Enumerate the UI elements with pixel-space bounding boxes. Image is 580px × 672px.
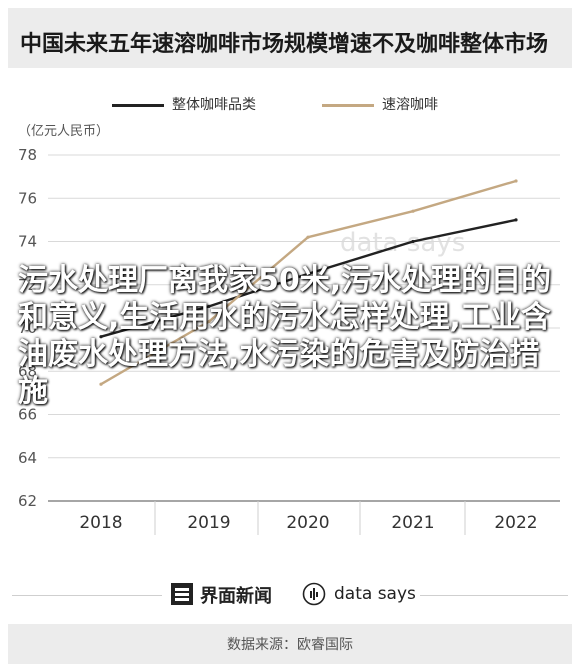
x-tick-label-2022: 2022 xyxy=(494,513,537,533)
legend-label-instant: 速溶咖啡 xyxy=(382,97,438,113)
y-axis-unit-label: （亿元人民币） xyxy=(18,124,110,139)
data-point-0-4 xyxy=(514,218,518,222)
x-tick-labels: 2018 2019 2020 2021 2022 xyxy=(79,513,537,533)
data-point-0-0 xyxy=(99,335,103,339)
legend-item-overall: 整体咖啡品类 xyxy=(112,94,256,114)
footer-divider-right xyxy=(420,595,568,596)
legend-label-overall: 整体咖啡品类 xyxy=(172,97,256,113)
series-lines xyxy=(99,179,518,386)
jiemian-logo-icon xyxy=(171,583,193,605)
y-tick-label-62: 62 xyxy=(18,492,37,510)
data-point-1-3 xyxy=(411,209,415,213)
footer-divider-left xyxy=(12,595,162,596)
data-point-1-4 xyxy=(514,179,518,183)
chart-legend: 整体咖啡品类 速溶咖啡 xyxy=(0,90,580,114)
y-tick-label-66: 66 xyxy=(18,406,37,424)
line-chart: 62 64 66 68 70 72 74 76 78 2018 2019 2020 2021 2022 xyxy=(18,146,560,535)
data-point-1-2 xyxy=(306,235,310,239)
legend-swatch-overall xyxy=(112,103,164,107)
data-point-0-2 xyxy=(306,272,310,276)
data-point-0-1 xyxy=(207,304,211,308)
grid-lines xyxy=(48,154,560,535)
datasays-logo-icon xyxy=(302,582,326,606)
y-tick-labels: 62 64 66 68 70 72 74 76 78 xyxy=(18,146,37,510)
y-tick-label-74: 74 xyxy=(18,233,37,251)
overlay-caption: 污水处理厂离我家50米,污水处理的目的和意义,生活用水的污水怎样处理,工业含油废… xyxy=(18,263,552,409)
y-tick-label-76: 76 xyxy=(18,189,37,207)
y-tick-label-78: 78 xyxy=(18,146,37,164)
data-point-1-1 xyxy=(207,319,211,324)
title-box: 中国未来五年速溶咖啡市场规模增速不及咖啡整体市场 xyxy=(8,8,572,68)
y-tick-label-70: 70 xyxy=(18,319,37,337)
x-tick-label-2018: 2018 xyxy=(79,513,122,533)
x-tick-label-2020: 2020 xyxy=(286,513,329,533)
legend-swatch-instant xyxy=(322,103,374,107)
y-tick-label-68: 68 xyxy=(18,362,37,380)
brand-jiemian: 界面新闻 xyxy=(200,586,272,607)
watermark-text: data says xyxy=(340,228,466,258)
source-bar: 数据来源：欧睿国际 xyxy=(8,624,572,664)
x-tick-label-2021: 2021 xyxy=(391,513,434,533)
y-tick-label-72: 72 xyxy=(18,276,37,294)
data-point-0-3 xyxy=(411,239,415,244)
chart-title: 中国未来五年速溶咖啡市场规模增速不及咖啡整体市场 xyxy=(20,32,549,57)
legend-item-instant: 速溶咖啡 xyxy=(322,94,438,114)
x-tick-label-2019: 2019 xyxy=(187,513,230,533)
brand-datasays: data says xyxy=(334,584,416,604)
y-tick-label-64: 64 xyxy=(18,449,37,467)
footer-brand-bar: 界面新闻 data says xyxy=(0,576,580,616)
data-source: 数据来源：欧睿国际 xyxy=(227,637,353,653)
data-point-1-0 xyxy=(99,382,103,386)
